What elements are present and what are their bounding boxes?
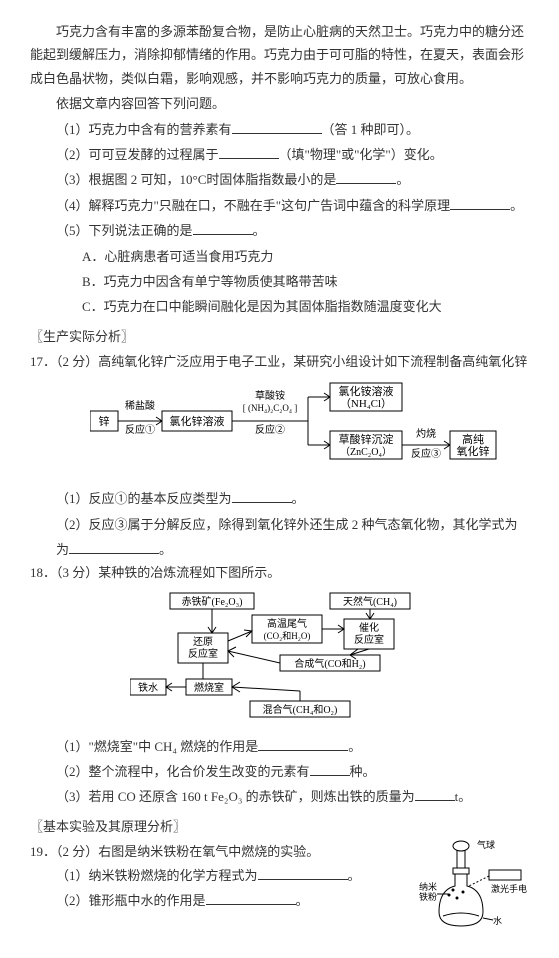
q16-opt-a: A．心脏病患者可适当食用巧克力	[82, 245, 529, 268]
blank	[193, 222, 253, 235]
q17-2-cont: 为。	[56, 538, 529, 561]
flow-zno-a: 高纯	[462, 432, 484, 446]
q18-2-text: （2）整个流程中，化合价发生改变的元素有	[56, 764, 310, 779]
blank	[336, 171, 396, 184]
q16-3: （3）根据图 2 可知，10°C时固体脂指数最小的是 。	[56, 168, 529, 191]
q18-2: （2）整个流程中，化合价发生改变的元素有 种。	[56, 760, 529, 783]
fig-iron: 铁粉	[419, 891, 437, 902]
q19-1-text: （1）纳米铁粉燃烧的化学方程式为	[56, 868, 258, 883]
blank	[310, 763, 350, 776]
d-iron: 铁水	[138, 681, 158, 694]
q17-2: （2）反应③属于分解反应，除得到氧化锌外还生成 2 种气态氧化物，其化学式为	[56, 513, 529, 536]
q17-2-tail: 。	[159, 542, 172, 557]
q17-1-tail: 。	[292, 491, 305, 506]
q17-1-text: （1）反应①的基本反应类型为	[56, 491, 232, 506]
d-tail-b: (CO₂和H₂O)	[264, 631, 311, 641]
q18-3: （3）若用 CO 还原含 160 t Fe₂O₃ 的赤铁矿，则炼出铁的质量为 t。	[56, 785, 529, 808]
q18-3-text: （3）若用 CO 还原含 160 t Fe₂O₃ 的赤铁矿，则炼出铁的质量为	[56, 789, 415, 804]
q16-5: （5）下列说法正确的是 。	[56, 219, 529, 242]
q16-4: （4）解释巧克力"只融在口，不融在手"这句广告词中蕴含的科学原理 。	[56, 194, 529, 217]
q16-4-text: （4）解释巧克力"只融在口，不融在手"这句广告词中蕴含的科学原理	[56, 198, 450, 213]
q16-4-tail: 。	[510, 198, 523, 213]
flow-burn: 灼烧	[416, 427, 436, 440]
q16-1: （1）巧克力中含有的营养素有 （答 1 种即可）。	[56, 118, 529, 141]
intro-paragraph: 巧克力含有丰富的多源苯酚复合物，是防止心脏病的天然卫士。巧克力中的糖分还能起到缓…	[30, 20, 529, 90]
q16-2-tail: （填"物理"或"化学"）变化。	[279, 147, 443, 162]
d-burn: 燃烧室	[194, 681, 224, 694]
d-ch4: 天然气(CH₄)	[343, 595, 397, 608]
q19-2-text: （2）锥形瓶中水的作用是	[56, 893, 206, 908]
q17-head: 17．（2 分）高纯氧化锌广泛应用于电子工业，某研究小组设计如下流程制备高纯氧化…	[30, 350, 529, 373]
fig-water: 水	[493, 915, 502, 926]
flow-oxalate-f: [ (NH₄)₂C₂O₄ ]	[243, 403, 298, 413]
d-cat-b: 反应室	[354, 633, 384, 646]
q16-2: （2）可可豆发酵的过程属于 （填"物理"或"化学"）变化。	[56, 143, 529, 166]
d-mix: 混合气(CH₄和O₂)	[263, 703, 338, 716]
blank	[219, 146, 279, 159]
blank	[206, 892, 296, 905]
q17-flowchart: 锌 稀盐酸 反应① 氯化锌溶液 草酸铵 [ (NH₄)₂C₂O₄ ] 反应② 氯…	[90, 381, 529, 479]
flow-zno-b: 氧化锌	[457, 444, 490, 458]
flow-svg: 锌 稀盐酸 反应① 氯化锌溶液 草酸铵 [ (NH₄)₂C₂O₄ ] 反应② 氯…	[90, 381, 510, 471]
section-experiment: 〖基本实验及其原理分析〗	[30, 815, 529, 838]
fig-balloon: 气球	[477, 840, 495, 850]
flow-r3: 反应③	[411, 447, 441, 460]
q18-1-tail: 。	[348, 739, 361, 754]
q18-2-tail: 种。	[350, 764, 376, 779]
d-cat-a: 催化	[359, 621, 379, 634]
blank	[232, 121, 322, 134]
q19-figure: 气球 纳米 铁粉 激光手电 水	[419, 840, 529, 938]
q16-opt-c: C．巧克力在口中能瞬间融化是因为其固体脂指数随温度变化大	[82, 295, 529, 318]
d-fe2o3: 赤铁矿(Fe₂O₃)	[182, 595, 243, 608]
flow-zn-ox: 草酸锌沉淀	[339, 432, 394, 446]
fig-laser: 激光手电	[491, 883, 527, 894]
d-reduce-b: 反应室	[188, 647, 218, 660]
q18-1-text: （1）"燃烧室"中 CH₄ 燃烧的作用是	[56, 739, 258, 754]
q18-svg: 赤铁矿(Fe₂O₃) 天然气(CH₄) 还原反应室 高温尾气(CO₂和H₂O) …	[130, 591, 450, 721]
q19-2-tail: 。	[296, 893, 309, 908]
q19-1-tail: 。	[348, 868, 361, 883]
flow-nh4cl: 氯化铵溶液	[339, 384, 394, 398]
q16-2-text: （2）可可豆发酵的过程属于	[56, 147, 219, 162]
q16-1-text: （1）巧克力中含有的营养素有	[56, 122, 232, 137]
blank	[232, 490, 292, 503]
q16-5-tail: 。	[253, 223, 266, 238]
flow-zncl2: 氯化锌溶液	[170, 414, 225, 428]
blank	[450, 197, 510, 210]
intro-instruction: 依据文章内容回答下列问题。	[30, 92, 529, 115]
fig-nano: 纳米	[419, 881, 437, 892]
q16-opt-b: B．巧克力中因含有单宁等物质使其略带苦味	[82, 270, 529, 293]
flow-zn-ox-f: （ZnC₂O₄）	[340, 446, 392, 458]
flow-r2: 反应②	[255, 423, 285, 436]
section-production: 〖生产实际分析〗	[30, 325, 529, 348]
q16-1-tail: （答 1 种即可）。	[322, 122, 420, 137]
blank	[258, 738, 348, 751]
q17-1: （1）反应①的基本反应类型为 。	[56, 487, 529, 510]
flow-oxalate: 草酸铵	[255, 389, 285, 402]
blank	[415, 788, 455, 801]
flow-hcl: 稀盐酸	[125, 399, 155, 412]
q16-5-text: （5）下列说法正确的是	[56, 223, 193, 238]
q16-3-text: （3）根据图 2 可知，10°C时固体脂指数最小的是	[56, 172, 336, 187]
q18-head: 18．（3 分）某种铁的冶炼流程如下图所示。	[30, 561, 529, 584]
blank	[69, 541, 159, 554]
q18-1: （1）"燃烧室"中 CH₄ 燃烧的作用是 。	[56, 735, 529, 758]
q18-diagram: 赤铁矿(Fe₂O₃) 天然气(CH₄) 还原反应室 高温尾气(CO₂和H₂O) …	[130, 591, 529, 729]
q17-2-text: （2）反应③属于分解反应，除得到氧化锌外还生成 2 种气态氧化物，其化学式为	[56, 517, 518, 532]
d-tail-a: 高温尾气	[267, 617, 307, 630]
d-reduce-a: 还原	[193, 636, 213, 648]
q18-3-tail: t。	[455, 789, 472, 804]
blank	[258, 867, 348, 880]
flow-nh4cl-f: （NH₄Cl）	[340, 397, 392, 410]
flask-svg: 气球 纳米 铁粉 激光手电 水	[419, 840, 529, 930]
q16-3-tail: 。	[396, 172, 409, 187]
flow-zinc: 锌	[99, 414, 110, 428]
flow-r1: 反应①	[125, 423, 155, 436]
d-syngas: 合成气(CO和H₂)	[294, 657, 365, 670]
